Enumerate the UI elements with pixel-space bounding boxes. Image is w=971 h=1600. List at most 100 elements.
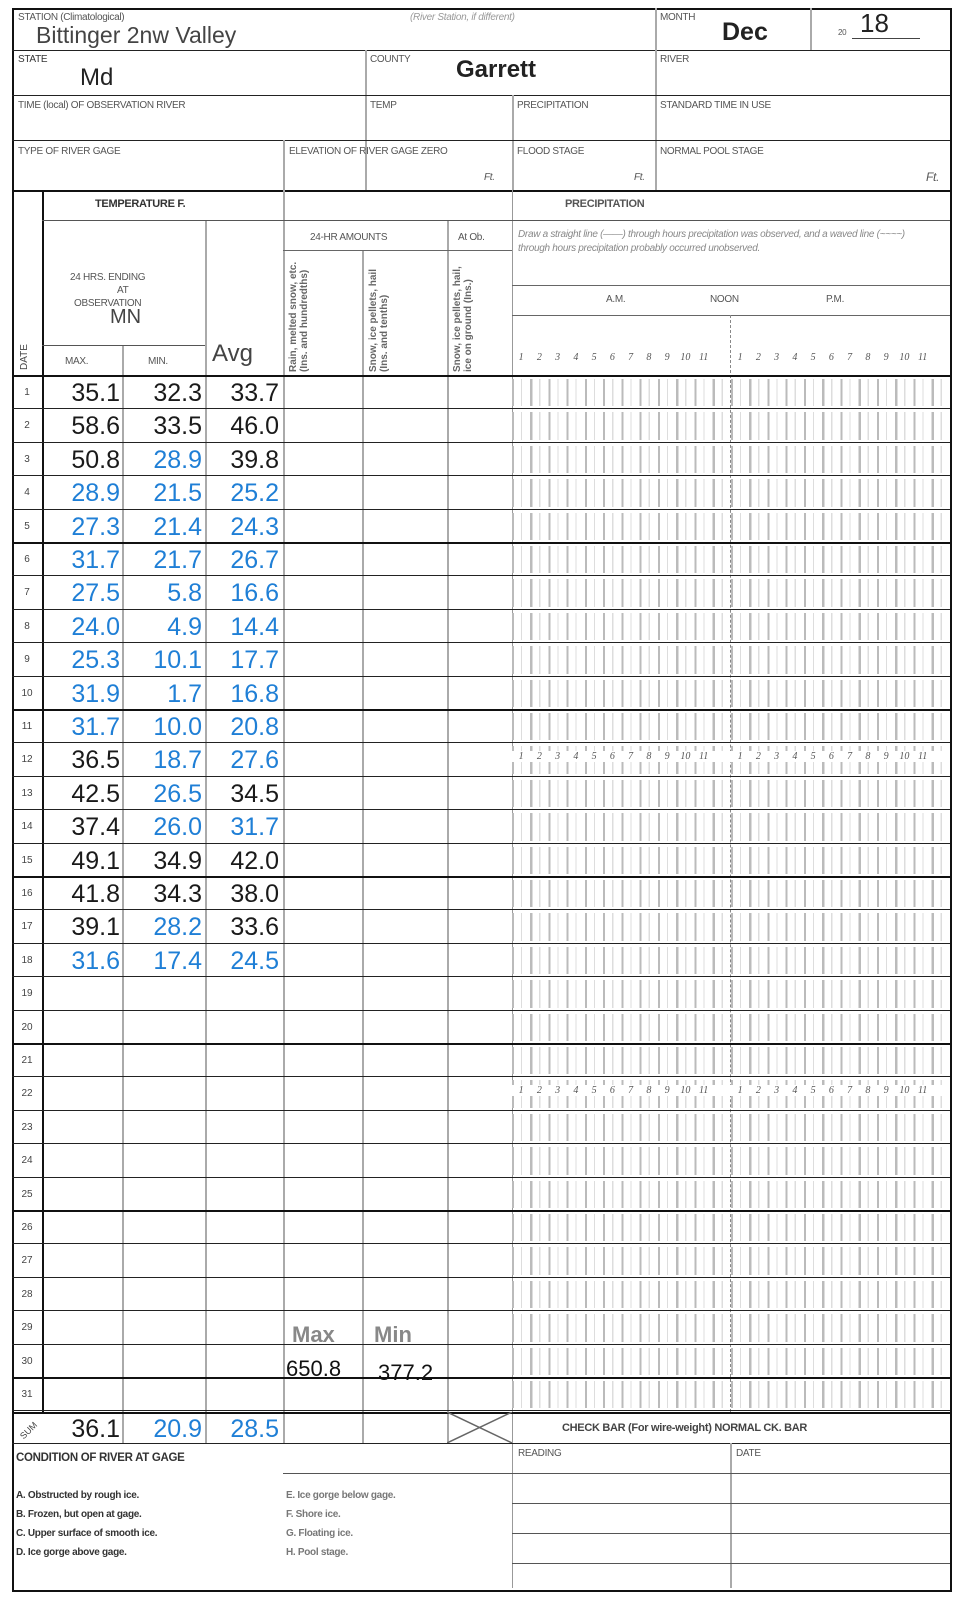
hourly-precip-grid[interactable]: [512, 1214, 950, 1242]
sum-avg-value[interactable]: 28.5: [230, 1415, 279, 1443]
min-temp-cell[interactable]: 17.4: [153, 946, 202, 975]
min-temp-cell[interactable]: 28.2: [153, 913, 202, 942]
avg-temp-cell[interactable]: 31.7: [230, 813, 279, 842]
hourly-precip-grid[interactable]: [512, 779, 950, 808]
avg-temp-cell[interactable]: 24.5: [230, 946, 279, 975]
avg-temp-cell[interactable]: 14.4: [230, 612, 279, 641]
hourly-precip-grid[interactable]: [512, 646, 950, 674]
max-temp-cell[interactable]: 27.5: [71, 579, 120, 608]
hourly-precip-grid[interactable]: [512, 679, 950, 707]
year-value[interactable]: 18: [860, 8, 889, 38]
avg-temp-cell[interactable]: 46.0: [230, 412, 279, 441]
hourly-precip-grid[interactable]: [512, 846, 950, 874]
date-cell: 1: [24, 387, 30, 398]
max-temp-cell[interactable]: 31.6: [71, 946, 120, 975]
max-temp-cell[interactable]: 37.4: [71, 813, 120, 842]
avg-temp-cell[interactable]: 16.8: [230, 679, 279, 708]
max-temp-cell[interactable]: 31.7: [71, 546, 120, 574]
hourly-precip-grid[interactable]: [512, 1113, 950, 1142]
avg-temp-cell[interactable]: 34.5: [230, 779, 279, 808]
max-temp-cell[interactable]: 39.1: [71, 913, 120, 942]
hour-label: 8: [865, 352, 871, 363]
hourly-precip-grid[interactable]: [512, 1314, 950, 1342]
hourly-precip-grid[interactable]: [512, 1013, 950, 1041]
hourly-precip-grid[interactable]: [512, 1381, 950, 1409]
min-temp-cell[interactable]: 34.9: [153, 846, 202, 875]
hourly-precip-grid[interactable]: [512, 512, 950, 540]
hourly-precip-grid[interactable]: [512, 445, 950, 474]
avg-temp-cell[interactable]: 17.7: [230, 646, 279, 675]
date-cell: 16: [21, 888, 33, 899]
min-temp-cell[interactable]: 4.9: [167, 612, 202, 641]
hourly-precip-grid[interactable]: [512, 579, 950, 607]
pool-stage-label: NORMAL POOL STAGE: [660, 146, 764, 157]
max-temp-cell[interactable]: 36.5: [71, 746, 120, 775]
sum-max-value[interactable]: 36.1: [71, 1415, 120, 1443]
min-temp-cell[interactable]: 33.5: [153, 412, 202, 441]
min-temp-cell[interactable]: 18.7: [153, 746, 202, 775]
min-temp-cell[interactable]: 21.5: [153, 479, 202, 508]
hourly-precip-grid[interactable]: [512, 1180, 950, 1208]
min-temp-cell[interactable]: 10.1: [153, 646, 202, 675]
max-temp-cell[interactable]: 28.9: [71, 479, 120, 508]
max-temp-cell[interactable]: 31.9: [71, 679, 120, 708]
avg-temp-cell[interactable]: 42.0: [230, 846, 279, 875]
min-temp-cell[interactable]: 10.0: [153, 713, 202, 741]
min-temp-cell[interactable]: 5.8: [167, 579, 202, 608]
avg-temp-cell[interactable]: 26.7: [230, 546, 279, 574]
max-temp-cell[interactable]: 50.8: [71, 445, 120, 474]
hourly-precip-grid[interactable]: [512, 379, 950, 407]
hour-label: 4: [573, 1085, 579, 1097]
min-temp-cell[interactable]: 1.7: [167, 679, 202, 708]
precipitation-label: PRECIPITATION: [517, 100, 589, 111]
max-temp-cell[interactable]: 58.6: [71, 412, 120, 441]
avg-temp-cell[interactable]: 20.8: [230, 713, 279, 741]
hourly-precip-grid[interactable]: [512, 1147, 950, 1175]
month-value[interactable]: Dec: [722, 18, 768, 46]
min-temp-cell[interactable]: 21.7: [153, 546, 202, 574]
hourly-precip-grid[interactable]: [512, 1047, 950, 1075]
avg-temp-cell[interactable]: 27.6: [230, 746, 279, 775]
hourly-precip-grid[interactable]: [512, 980, 950, 1008]
min-temp-cell[interactable]: 34.3: [153, 880, 202, 908]
max-temp-cell[interactable]: 27.3: [71, 512, 120, 541]
max-temp-cell[interactable]: 31.7: [71, 713, 120, 741]
observation-time-value[interactable]: MN: [110, 306, 142, 328]
hour-label: 1: [518, 1085, 524, 1097]
avg-temp-cell[interactable]: 24.3: [230, 512, 279, 541]
min-temp-cell[interactable]: 21.4: [153, 512, 202, 541]
max-temp-cell[interactable]: 25.3: [71, 646, 120, 675]
min-temp-cell[interactable]: 26.0: [153, 813, 202, 842]
hourly-precip-grid[interactable]: [512, 946, 950, 975]
avg-temp-cell[interactable]: 38.0: [230, 880, 279, 908]
county-value[interactable]: Garrett: [456, 56, 537, 83]
avg-temp-cell[interactable]: 16.6: [230, 579, 279, 608]
avg-temp-cell[interactable]: 33.7: [230, 379, 279, 407]
hourly-precip-grid[interactable]: [512, 479, 950, 507]
max-temp-cell[interactable]: 35.1: [71, 379, 120, 407]
hourly-precip-grid[interactable]: [512, 412, 950, 440]
hourly-precip-grid[interactable]: [512, 913, 950, 941]
state-value[interactable]: Md: [80, 64, 114, 91]
hourly-precip-grid[interactable]: [512, 1247, 950, 1275]
hourly-precip-grid[interactable]: [512, 612, 950, 641]
max-temp-cell[interactable]: 42.5: [71, 779, 120, 808]
hourly-precip-grid[interactable]: [512, 546, 950, 574]
min-temp-cell[interactable]: 28.9: [153, 445, 202, 474]
min-extreme-value[interactable]: 377.2: [378, 1360, 434, 1385]
max-temp-cell[interactable]: 24.0: [71, 612, 120, 641]
min-temp-cell[interactable]: 26.5: [153, 779, 202, 808]
avg-temp-cell[interactable]: 33.6: [230, 913, 279, 942]
hourly-precip-grid[interactable]: [512, 880, 950, 908]
min-temp-cell[interactable]: 32.3: [153, 379, 202, 407]
avg-temp-cell[interactable]: 39.8: [230, 445, 279, 474]
hourly-precip-grid[interactable]: [512, 1347, 950, 1375]
avg-temp-cell[interactable]: 25.2: [230, 479, 279, 508]
sum-min-value[interactable]: 20.9: [153, 1415, 202, 1443]
max-extreme-value[interactable]: 650.8: [286, 1356, 342, 1381]
max-temp-cell[interactable]: 49.1: [71, 846, 120, 875]
max-temp-cell[interactable]: 41.8: [71, 880, 120, 908]
hourly-precip-grid[interactable]: [512, 813, 950, 841]
hourly-precip-grid[interactable]: [512, 713, 950, 741]
hourly-precip-grid[interactable]: [512, 1280, 950, 1309]
